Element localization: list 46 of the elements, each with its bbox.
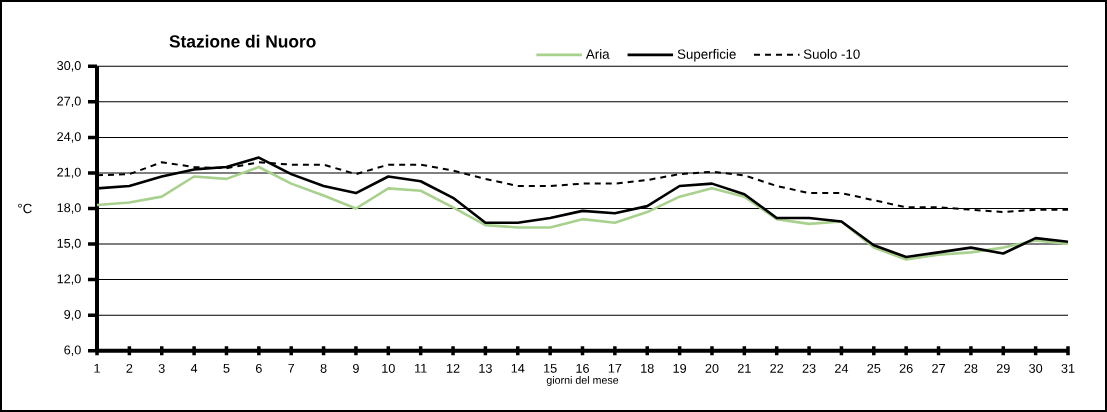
legend-label: Aria [585, 49, 610, 59]
y-tick-label: 21,0 [57, 167, 81, 179]
y-tick-label: 24,0 [57, 132, 81, 143]
x-tick-label: 14 [511, 363, 525, 373]
x-axis-title: giorni del mese [546, 376, 619, 386]
y-tick-label: 30,0 [57, 61, 81, 72]
x-tick-label: 12 [446, 363, 460, 373]
x-tick-label: 17 [608, 363, 622, 373]
x-tick-label: 2 [126, 363, 133, 373]
x-tick-label: 25 [867, 363, 881, 373]
x-tick-label: 16 [576, 363, 589, 373]
x-tick-label: 10 [382, 363, 395, 373]
x-tick-label: 28 [964, 363, 978, 373]
y-tick-label: 6,0 [64, 345, 81, 356]
chart-title: Stazione di Nuoro [169, 34, 316, 48]
x-tick-label: 26 [899, 363, 913, 373]
y-tick-label: 15,0 [57, 238, 81, 250]
x-tick-label: 24 [835, 363, 849, 373]
x-tick-label: 3 [158, 363, 165, 373]
x-tick-label: 23 [802, 363, 816, 373]
x-tick-label: 27 [932, 363, 945, 373]
y-tick-label: 9,0 [64, 309, 81, 321]
y-tick-label: 18,0 [57, 203, 81, 214]
x-tick-label: 5 [223, 363, 230, 373]
x-tick-label: 29 [996, 363, 1010, 373]
x-tick-label: 19 [673, 363, 687, 373]
x-tick-label: 18 [641, 363, 654, 373]
x-tick-label: 15 [544, 363, 557, 373]
x-tick-label: 6 [255, 363, 262, 373]
x-tick-label: 22 [770, 363, 784, 373]
x-tick-label: 1 [94, 363, 100, 373]
x-tick-label: 13 [479, 363, 492, 373]
x-tick-label: 8 [320, 363, 327, 373]
x-tick-label: 21 [737, 363, 751, 373]
x-tick-label: 30 [1029, 363, 1043, 373]
y-axis-title: °C [18, 203, 32, 214]
x-tick-label: 4 [190, 363, 198, 373]
y-tick-label: 12,0 [57, 274, 81, 285]
legend-label: Superficie [677, 49, 736, 62]
legend-label: Suolo -10 [803, 49, 860, 59]
x-tick-label: 11 [415, 363, 427, 373]
x-tick-label: 9 [353, 363, 359, 373]
x-tick-label: 31 [1061, 363, 1075, 373]
x-tick-label: 7 [288, 363, 295, 373]
y-tick-label: 27,0 [57, 96, 81, 108]
x-tick-label: 20 [705, 363, 719, 373]
